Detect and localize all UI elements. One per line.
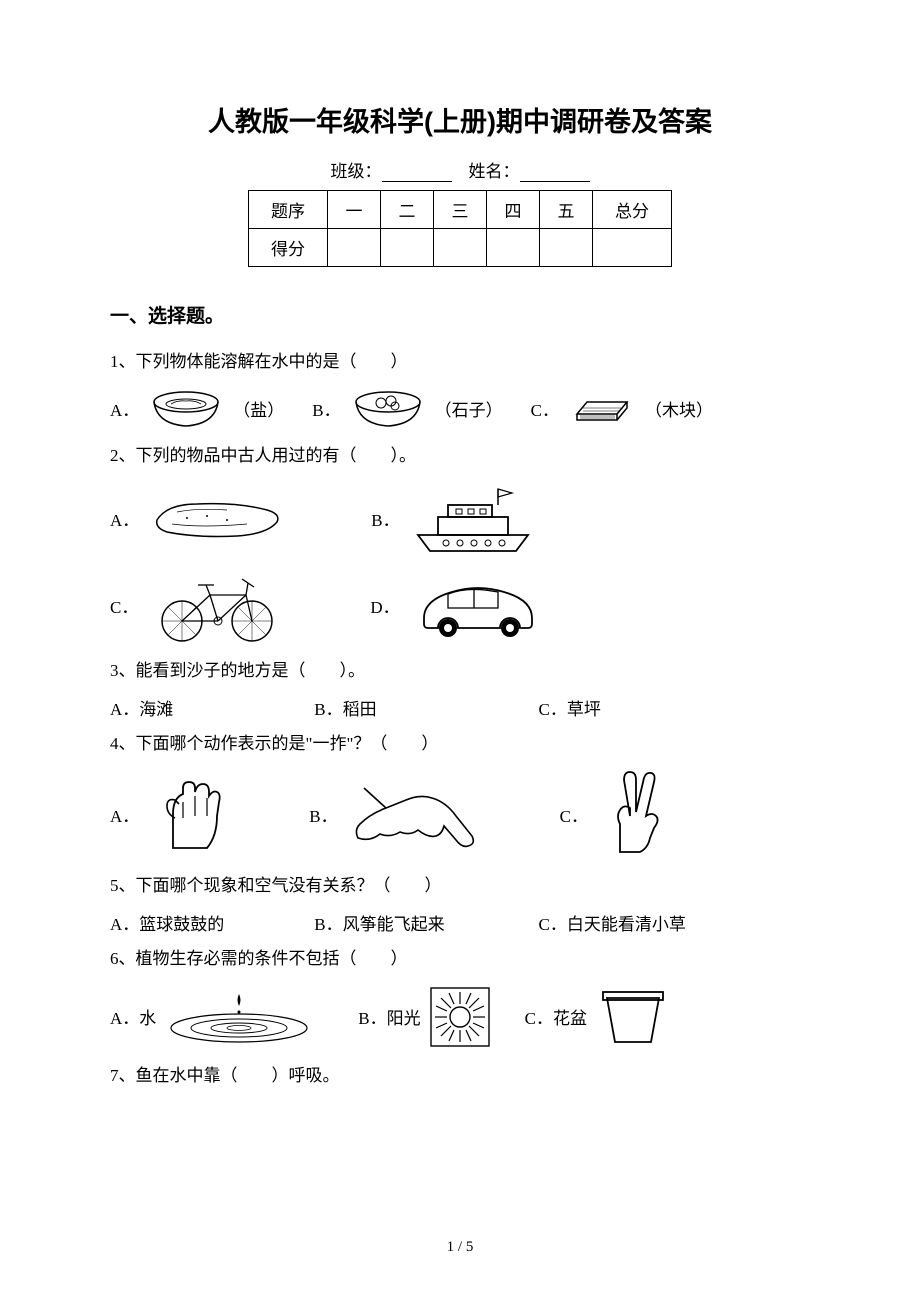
opt-letter: C． (110, 593, 138, 618)
opt-letter: C． (560, 802, 588, 827)
q1-options: A． （盐） B． (110, 386, 810, 430)
opt-caption: （盐） (233, 396, 284, 421)
q2-opt-d[interactable]: D． (370, 570, 551, 642)
th-1: 一 (328, 191, 381, 229)
student-info: 班级： 姓名： (110, 157, 810, 182)
opt-letter: A． (110, 506, 139, 531)
table-row: 得分 (249, 229, 672, 267)
opt-letter: B． (371, 506, 399, 531)
q3-opt-b[interactable]: B．稻田 (314, 695, 534, 720)
name-label: 姓名： (469, 162, 520, 181)
q2-opt-a[interactable]: A． (110, 486, 291, 552)
victory-hand-icon (596, 768, 668, 860)
q1-opt-a[interactable]: A． （盐） (110, 386, 284, 430)
td-score-label: 得分 (249, 229, 328, 267)
th-5: 五 (540, 191, 593, 229)
opt-letter: A．水 (110, 1004, 156, 1029)
q6-opt-b[interactable]: B．阳光 (358, 986, 494, 1048)
opt-letter: A． (110, 396, 139, 421)
opt-caption: （石子） (435, 396, 503, 421)
q2-text: 2、下列的物品中古人用过的有（ ）。 (110, 440, 810, 472)
td-score-5[interactable] (540, 229, 593, 267)
th-3: 三 (434, 191, 487, 229)
fist-icon (147, 768, 235, 860)
ship-icon (408, 481, 538, 557)
td-score-1[interactable] (328, 229, 381, 267)
car-icon (408, 570, 548, 642)
opt-caption: （木块） (645, 396, 713, 421)
q4-options: A． B． C． (110, 768, 810, 860)
opt-letter: B． (309, 802, 337, 827)
section-1-heading: 一、选择题。 (110, 301, 810, 328)
q5-opt-b[interactable]: B．风筝能飞起来 (314, 910, 534, 935)
q2-opt-c[interactable]: C． (110, 567, 290, 645)
opt-letter: B．阳光 (358, 1004, 420, 1029)
q2-opt-b[interactable]: B． (371, 481, 541, 557)
opt-letter: A． (110, 802, 139, 827)
th-seq: 题序 (249, 191, 328, 229)
wood-block-icon (567, 386, 637, 430)
bowl-stones-icon (349, 386, 427, 430)
q5-text: 5、下面哪个现象和空气没有关系？（ ） (110, 870, 810, 902)
td-score-4[interactable] (487, 229, 540, 267)
bicycle-icon (146, 567, 286, 645)
q3-opt-c[interactable]: C．草坪 (539, 695, 601, 720)
opt-letter: C．花盆 (525, 1004, 587, 1029)
th-4: 四 (487, 191, 540, 229)
page-footer: 1 / 5 (0, 1239, 920, 1256)
q6-opt-c[interactable]: C．花盆 (525, 984, 675, 1050)
q3-text: 3、能看到沙子的地方是（ ）。 (110, 655, 810, 687)
sun-icon (429, 986, 491, 1048)
water-ripple-icon (164, 988, 314, 1046)
q2-options-row1: A． B． (110, 481, 810, 557)
q4-opt-a[interactable]: A． (110, 768, 239, 860)
th-total: 总分 (593, 191, 672, 229)
q6-options: A．水 B．阳光 (110, 984, 810, 1050)
bowl-salt-icon (147, 386, 225, 430)
q2-options-row2: C． (110, 567, 810, 645)
score-table: 题序 一 二 三 四 五 总分 得分 (248, 190, 672, 267)
opt-letter: B． (312, 396, 340, 421)
hand-span-icon (346, 774, 486, 854)
page-title: 人教版一年级科学(上册)期中调研卷及答案 (110, 100, 810, 139)
td-score-2[interactable] (381, 229, 434, 267)
q4-text: 4、下面哪个动作表示的是"一拃"？（ ） (110, 728, 810, 760)
table-row: 题序 一 二 三 四 五 总分 (249, 191, 672, 229)
opt-letter: D． (370, 593, 399, 618)
q3-options: A．海滩 B．稻田 C．草坪 (110, 695, 810, 720)
flowerpot-icon (595, 984, 671, 1050)
q1-text: 1、下列物体能溶解在水中的是（ ） (110, 346, 810, 378)
q4-opt-b[interactable]: B． (309, 774, 489, 854)
td-score-3[interactable] (434, 229, 487, 267)
q5-opt-c[interactable]: C．白天能看清小草 (539, 910, 686, 935)
q1-opt-b[interactable]: B． （石子） (312, 386, 502, 430)
name-blank[interactable] (520, 163, 590, 182)
opt-letter: C． (531, 396, 559, 421)
q3-opt-a[interactable]: A．海滩 (110, 695, 310, 720)
stone-tool-icon (147, 486, 287, 552)
q5-options: A．篮球鼓鼓的 B．风筝能飞起来 C．白天能看清小草 (110, 910, 810, 935)
q6-text: 6、植物生存必需的条件不包括（ ） (110, 943, 810, 975)
q7-text: 7、鱼在水中靠（ ）呼吸。 (110, 1060, 810, 1092)
td-score-total[interactable] (593, 229, 672, 267)
q4-opt-c[interactable]: C． (560, 768, 672, 860)
exam-page: 人教版一年级科学(上册)期中调研卷及答案 班级： 姓名： 题序 一 二 三 四 … (0, 0, 920, 1302)
q1-opt-c[interactable]: C． （木块） (531, 386, 713, 430)
class-label: 班级： (331, 162, 382, 181)
th-2: 二 (381, 191, 434, 229)
q5-opt-a[interactable]: A．篮球鼓鼓的 (110, 910, 310, 935)
q6-opt-a[interactable]: A．水 (110, 988, 318, 1046)
class-blank[interactable] (382, 163, 452, 182)
